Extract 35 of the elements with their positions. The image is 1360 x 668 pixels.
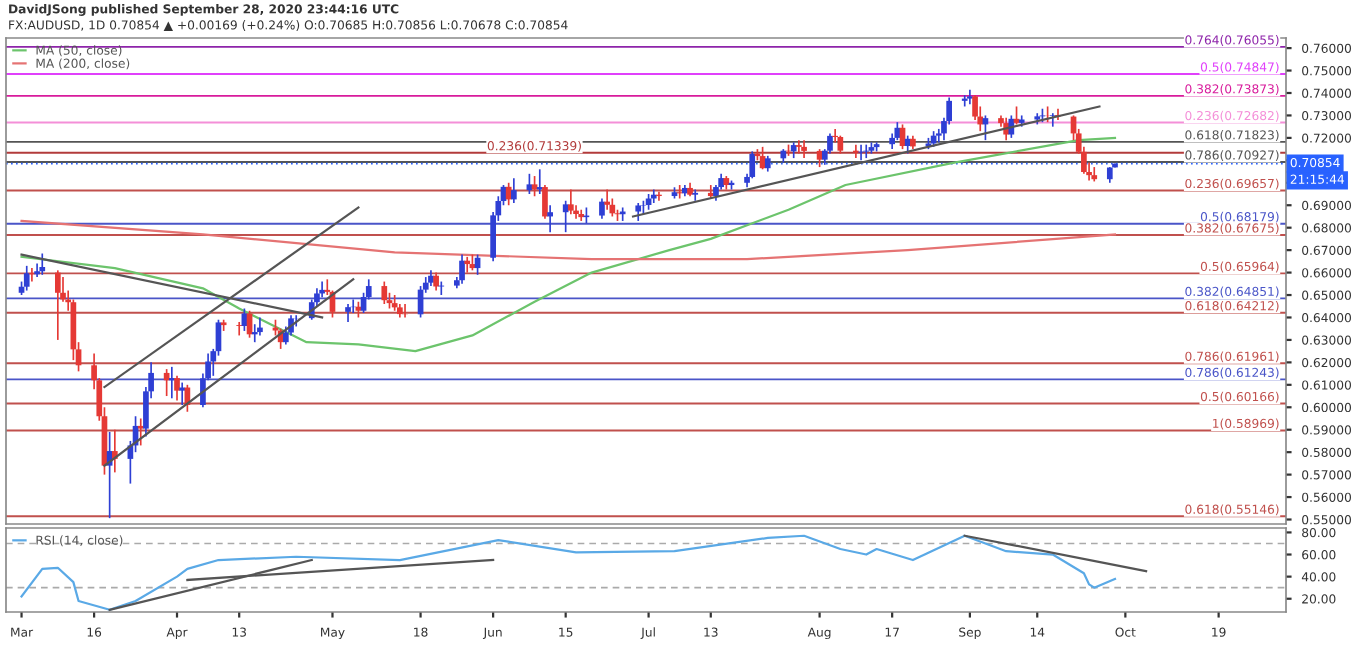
candlestick <box>801 139 807 159</box>
candlestick <box>39 252 46 276</box>
candlestick <box>599 197 605 220</box>
candlestick <box>236 321 243 337</box>
candlestick <box>137 417 144 447</box>
candlestick <box>241 307 248 332</box>
candlestick <box>257 316 263 337</box>
candlestick <box>54 269 61 341</box>
line-series <box>20 534 1117 611</box>
candlestick <box>604 188 610 211</box>
candlestick <box>531 175 538 198</box>
candlestick <box>526 172 533 195</box>
candlestick <box>536 168 543 195</box>
candlestick <box>542 184 548 220</box>
candlestick <box>562 199 569 234</box>
candlestick <box>1049 112 1056 128</box>
candlestick <box>251 323 258 344</box>
candlestick <box>547 204 553 234</box>
candlestick <box>179 381 186 406</box>
candlestick <box>34 262 40 278</box>
candlestick <box>967 89 973 106</box>
line-series <box>20 136 1117 353</box>
candlestick <box>749 150 756 180</box>
candlestick <box>174 375 180 402</box>
candlestick <box>692 188 699 202</box>
candlestick <box>961 94 968 108</box>
candlestick <box>796 139 802 155</box>
candlestick <box>568 188 574 216</box>
candlestick <box>23 265 30 292</box>
candlestick <box>863 143 870 159</box>
candlestick <box>464 256 471 274</box>
candlestick <box>511 177 517 204</box>
line-series <box>20 219 1117 261</box>
candlestick <box>459 253 465 285</box>
candlestick <box>381 280 388 305</box>
